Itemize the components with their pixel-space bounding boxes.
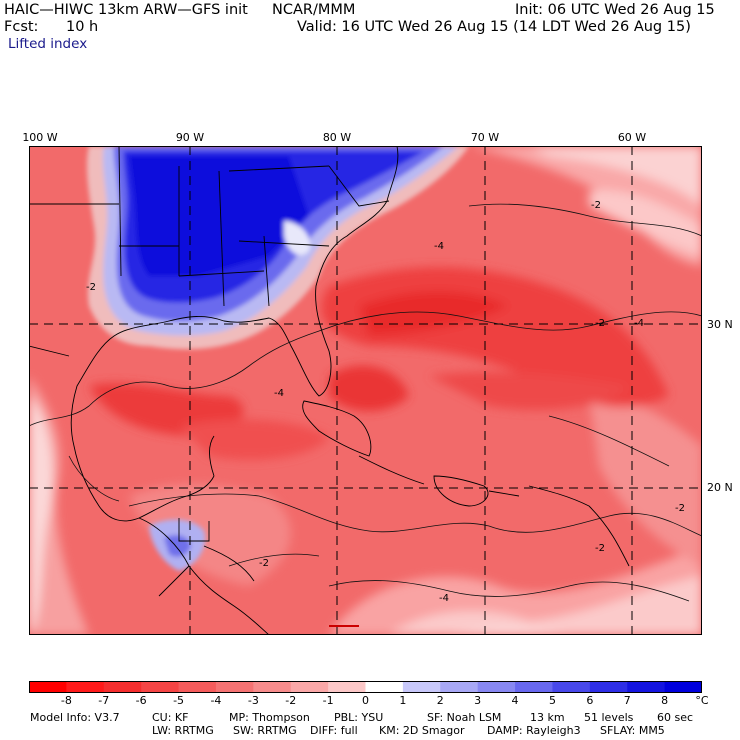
contour-label: -2 [86, 282, 96, 293]
valid-time: Valid: 16 UTC Wed 26 Aug 15 (14 LDT Wed … [297, 19, 691, 35]
colorbar-swatch [253, 681, 292, 693]
colorbar-swatch [290, 681, 329, 693]
colorbar-tick-label: 2 [436, 694, 444, 707]
colorbar-tick-label: -6 [135, 694, 147, 707]
lon-label-90w: 90 W [175, 131, 205, 144]
colorbar-tick-label: 4 [511, 694, 519, 707]
contour-label: -4 [634, 318, 644, 329]
lon-label-60w: 60 W [617, 131, 647, 144]
lat-lon-grid [29, 146, 702, 635]
contour-label: -2 [675, 503, 685, 514]
colorbar-swatch [141, 681, 180, 693]
forecast-value: 10 h [66, 19, 99, 35]
footer-timestep: 60 sec [657, 711, 694, 724]
colorbar-tick-label: -5 [173, 694, 185, 707]
footer-cu: CU: KF [152, 711, 189, 724]
colorbar-tick-label: 8 [661, 694, 669, 707]
contour-label: -2 [591, 200, 601, 211]
footer-sf: SF: Noah LSM [427, 711, 502, 724]
map-frame [29, 146, 702, 635]
contour-label: -2 [595, 318, 605, 329]
colorbar-swatch [477, 681, 516, 693]
contour-label: -4 [274, 388, 284, 399]
colorbar-frame [29, 681, 702, 693]
contour-label: -4 [439, 593, 449, 604]
init-time: Init: 06 UTC Wed 26 Aug 15 [515, 2, 715, 18]
lat-label-30n: 30 N [707, 318, 733, 331]
contour-label: -2 [259, 558, 269, 569]
footer-pbl: PBL: YSU [334, 711, 384, 724]
colorbar-tick-label: -4 [210, 694, 222, 707]
colorbar-tick-label: 6 [586, 694, 594, 707]
footer-mp: MP: Thompson [229, 711, 310, 724]
coastlines [29, 146, 630, 635]
footer-sflay: SFLAY: MM5 [600, 724, 665, 737]
forecast-label: Fcst: [4, 19, 39, 35]
colorbar-tick-label: -8 [60, 694, 72, 707]
colorbar-tick-label: 5 [548, 694, 556, 707]
colorbar-swatch [664, 681, 702, 693]
colorbar-tick-label: 3 [474, 694, 482, 707]
colorbar-swatch [103, 681, 142, 693]
lon-label-100w: 100 W [22, 131, 58, 144]
lon-label-80w: 80 W [322, 131, 352, 144]
colorbar-unit: °C [695, 694, 709, 707]
colorbar-tick-label: -7 [98, 694, 110, 707]
colorbar-tick-label: 0 [362, 694, 369, 707]
colorbar-tick-label: -1 [322, 694, 334, 707]
colorbar-swatch [178, 681, 217, 693]
colorbar-swatch [552, 681, 591, 693]
colorbar-swatch [365, 681, 404, 693]
colorbar-tick-label: 7 [623, 694, 631, 707]
colorbar-swatch [515, 681, 553, 693]
colorbar-swatch [66, 681, 105, 693]
lat-label-20n: 20 N [707, 481, 733, 494]
contour-lines [29, 203, 702, 602]
footer-diff: DIFF: full [310, 724, 358, 737]
colorbar [29, 681, 702, 693]
footer-damp: DAMP: Rayleigh3 [487, 724, 581, 737]
footer-levels: 51 levels [584, 711, 634, 724]
colorbar-swatch [589, 681, 628, 693]
map-field [29, 146, 702, 635]
contour-label: -2 [595, 543, 605, 554]
lon-label-70w: 70 W [470, 131, 500, 144]
footer-km: KM: 2D Smagor [379, 724, 465, 737]
colorbar-tick-label: -3 [247, 694, 259, 707]
colorbar-swatch [328, 681, 366, 693]
model-title: HAIC—HIWC 13km ARW—GFS init [4, 2, 248, 18]
colorbar-swatch [627, 681, 666, 693]
footer-sw: SW: RRTMG [233, 724, 297, 737]
colorbar-swatch [29, 681, 67, 693]
lifted-index-map: -2 -4 -2 -2 -4 -4 -2 -4 -2 -2 [29, 146, 702, 635]
contour-label: -4 [434, 241, 444, 252]
footer-model-info: Model Info: V3.7 [30, 711, 120, 724]
colorbar-swatch [215, 681, 254, 693]
contour-labels: -2 -4 -2 -2 -4 -4 -2 -4 -2 -2 [86, 200, 685, 604]
field-name: Lifted index [8, 36, 88, 52]
organization: NCAR/MMM [272, 2, 356, 18]
colorbar-tick-label: -2 [285, 694, 297, 707]
colorbar-tick-label: 1 [399, 694, 407, 707]
colorbar-swatch [440, 681, 479, 693]
footer-lw: LW: RRTMG [152, 724, 214, 737]
colorbar-swatch [402, 681, 441, 693]
footer-resolution: 13 km [530, 711, 565, 724]
